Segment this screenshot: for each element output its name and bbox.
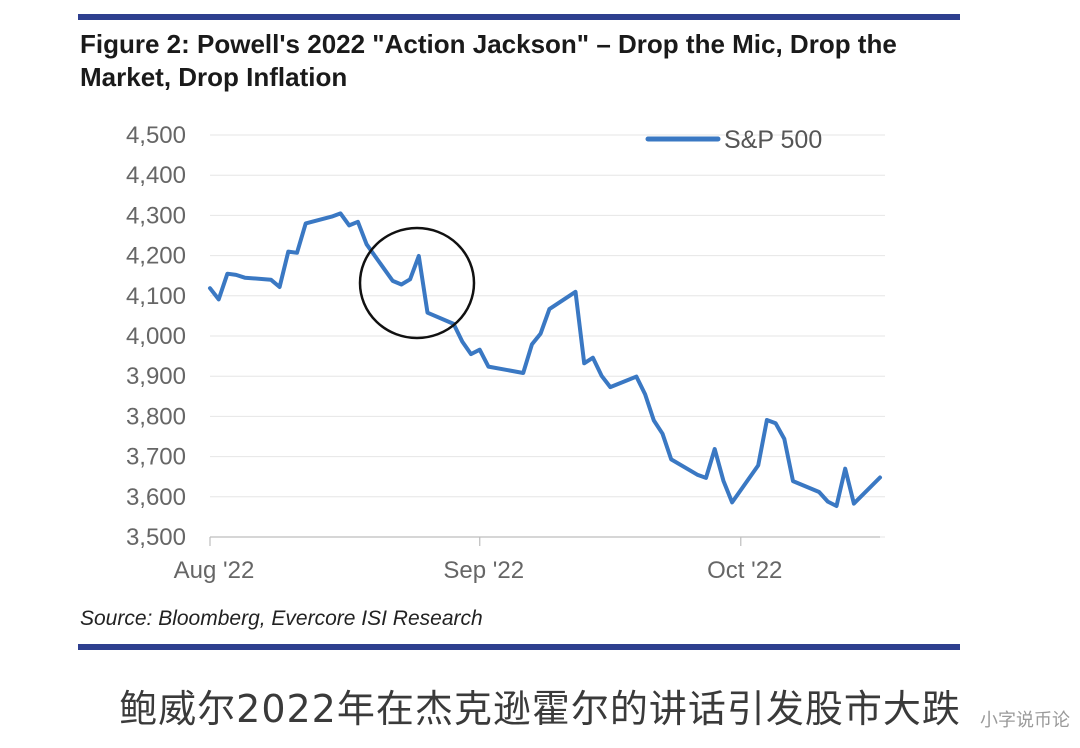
y-tick-label: 4,000 xyxy=(126,323,186,350)
y-tick-label: 4,200 xyxy=(126,243,186,270)
chart-title: Figure 2: Powell's 2022 "Action Jackson"… xyxy=(80,29,897,92)
series-line-sp500 xyxy=(208,211,882,508)
annotations xyxy=(358,226,476,340)
y-tick-label: 3,800 xyxy=(126,403,186,430)
series-layer xyxy=(208,211,882,508)
image-caption: 鲍威尔2022年在杰克逊霍尔的讲话引发股市大跌 xyxy=(119,687,961,731)
watermark: 小字说币论 xyxy=(980,710,1070,731)
top-rule xyxy=(78,14,960,20)
bottom-rule xyxy=(78,644,960,650)
y-tick-label: 4,300 xyxy=(126,202,186,229)
y-tick-label: 3,500 xyxy=(126,524,186,551)
legend-label: S&P 500 xyxy=(724,126,822,154)
y-tick-label: 4,100 xyxy=(126,283,186,310)
y-tick-label: 3,900 xyxy=(126,363,186,390)
y-tick-label: 4,500 xyxy=(126,122,186,149)
grid-lines xyxy=(210,134,885,538)
x-tick-label: Oct '22 xyxy=(707,557,782,584)
legend: S&P 500 xyxy=(645,126,822,154)
source-note: Source: Bloomberg, Evercore ISI Research xyxy=(80,607,483,630)
annotation-circle xyxy=(358,226,476,340)
y-tick-label: 3,600 xyxy=(126,484,186,511)
x-tick-label: Aug '22 xyxy=(174,557,255,584)
y-tick-label: 4,400 xyxy=(126,162,186,189)
axes: 4,500 4,400 4,300 4,200 4,100 4,000 3,900 3,800… xyxy=(126,122,880,584)
y-tick-label: 3,700 xyxy=(126,444,186,471)
x-tick-label: Sep '22 xyxy=(443,557,524,584)
